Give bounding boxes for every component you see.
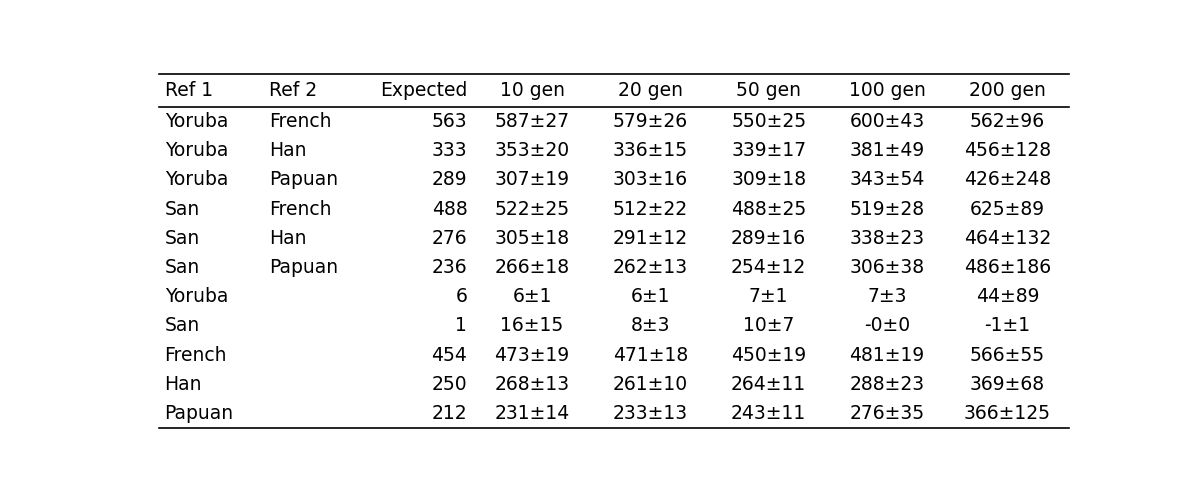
Text: 486±186: 486±186 [964,258,1051,277]
Text: San: San [164,229,200,248]
Text: 291±12: 291±12 [613,229,688,248]
Text: 276: 276 [431,229,467,248]
Text: 309±18: 309±18 [731,170,806,189]
Text: 307±19: 307±19 [495,170,569,189]
Text: 16±15: 16±15 [501,317,564,335]
Text: 338±23: 338±23 [849,229,925,248]
Text: 625±89: 625±89 [970,200,1045,219]
Text: 233±13: 233±13 [613,404,688,423]
Text: 10 gen: 10 gen [500,81,564,100]
Text: 381±49: 381±49 [849,141,925,160]
Text: Han: Han [164,375,202,394]
Text: 212: 212 [431,404,467,423]
Text: 288±23: 288±23 [849,375,925,394]
Text: 488±25: 488±25 [731,200,806,219]
Text: 200 gen: 200 gen [969,81,1046,100]
Text: 8±3: 8±3 [630,317,670,335]
Text: 289±16: 289±16 [731,229,806,248]
Text: 261±10: 261±10 [613,375,688,394]
Text: 512±22: 512±22 [613,200,688,219]
Text: Yoruba: Yoruba [164,287,228,306]
Text: 481±19: 481±19 [849,346,925,365]
Text: 333: 333 [431,141,467,160]
Text: Han: Han [270,141,307,160]
Text: 6±1: 6±1 [630,287,670,306]
Text: 366±125: 366±125 [964,404,1051,423]
Text: 306±38: 306±38 [849,258,925,277]
Text: -0±0: -0±0 [864,317,910,335]
Text: 336±15: 336±15 [613,141,688,160]
Text: 243±11: 243±11 [731,404,806,423]
Text: 473±19: 473±19 [495,346,570,365]
Text: 339±17: 339±17 [731,141,806,160]
Text: 7±3: 7±3 [867,287,907,306]
Text: Han: Han [270,229,307,248]
Text: 426±248: 426±248 [964,170,1051,189]
Text: 562±96: 562±96 [970,112,1045,131]
Text: 303±16: 303±16 [613,170,688,189]
Text: 579±26: 579±26 [613,112,688,131]
Text: 600±43: 600±43 [849,112,925,131]
Text: 10±7: 10±7 [743,317,794,335]
Text: Papuan: Papuan [270,170,338,189]
Text: 456±128: 456±128 [964,141,1051,160]
Text: 236: 236 [431,258,467,277]
Text: French: French [270,112,332,131]
Text: San: San [164,200,200,219]
Text: 522±25: 522±25 [495,200,569,219]
Text: 450±19: 450±19 [731,346,806,365]
Text: 454: 454 [431,346,467,365]
Text: 262±13: 262±13 [613,258,688,277]
Text: 268±13: 268±13 [495,375,569,394]
Text: 587±27: 587±27 [495,112,569,131]
Text: 550±25: 550±25 [731,112,806,131]
Text: 276±35: 276±35 [849,404,925,423]
Text: 6±1: 6±1 [513,287,552,306]
Text: 44±89: 44±89 [975,287,1039,306]
Text: Papuan: Papuan [270,258,338,277]
Text: 305±18: 305±18 [495,229,569,248]
Text: 250: 250 [431,375,467,394]
Text: 20 gen: 20 gen [618,81,683,100]
Text: Yoruba: Yoruba [164,112,228,131]
Text: 266±18: 266±18 [495,258,569,277]
Text: 7±1: 7±1 [749,287,788,306]
Text: 464±132: 464±132 [964,229,1051,248]
Text: 471±18: 471±18 [612,346,688,365]
Text: Yoruba: Yoruba [164,141,228,160]
Text: 519±28: 519±28 [849,200,925,219]
Text: 343±54: 343±54 [849,170,925,189]
Text: 1: 1 [455,317,467,335]
Text: 353±20: 353±20 [495,141,569,160]
Text: Papuan: Papuan [164,404,234,423]
Text: -1±1: -1±1 [985,317,1030,335]
Text: 254±12: 254±12 [731,258,806,277]
Text: 289: 289 [431,170,467,189]
Text: 369±68: 369±68 [970,375,1045,394]
Text: Expected: Expected [380,81,467,100]
Text: 6: 6 [455,287,467,306]
Text: Yoruba: Yoruba [164,170,228,189]
Text: 566±55: 566±55 [970,346,1045,365]
Text: 50 gen: 50 gen [736,81,801,100]
Text: Ref 1: Ref 1 [164,81,213,100]
Text: San: San [164,317,200,335]
Text: 231±14: 231±14 [495,404,570,423]
Text: 563: 563 [431,112,467,131]
Text: French: French [270,200,332,219]
Text: French: French [164,346,228,365]
Text: 100 gen: 100 gen [848,81,925,100]
Text: 488: 488 [431,200,467,219]
Text: Ref 2: Ref 2 [270,81,317,100]
Text: San: San [164,258,200,277]
Text: 264±11: 264±11 [731,375,806,394]
